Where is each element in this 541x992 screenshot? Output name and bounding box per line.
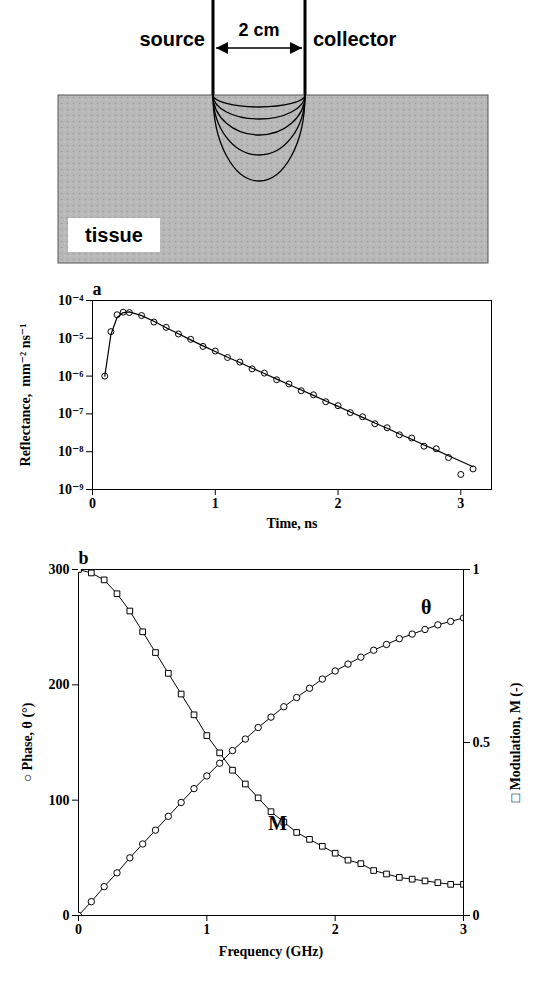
svg-text:200: 200 [49,677,70,692]
svg-text:Reflectance, mm⁻² ns⁻¹: Reflectance, mm⁻² ns⁻¹ [18,324,33,467]
svg-text:Frequency (GHz): Frequency (GHz) [219,944,324,960]
svg-text:0: 0 [89,496,96,511]
svg-text:0: 0 [75,922,82,937]
svg-text:2: 2 [335,496,342,511]
svg-text:10⁻⁴: 10⁻⁴ [58,293,84,308]
svg-text:tissue: tissue [85,224,143,246]
svg-text:3: 3 [457,496,464,511]
svg-text:10⁻⁹: 10⁻⁹ [58,482,84,497]
svg-text:θ: θ [421,596,431,618]
svg-text:1: 1 [203,922,210,937]
svg-text:2 cm: 2 cm [238,20,279,40]
svg-text:Time, ns: Time, ns [266,516,318,531]
svg-text:M: M [268,812,287,834]
svg-text:1: 1 [473,562,480,577]
svg-text:○ Phase, θ (°): ○ Phase, θ (°) [20,702,36,782]
svg-text:□ Modulation, M (-): □ Modulation, M (-) [508,682,524,802]
svg-text:100: 100 [49,793,70,808]
svg-text:0: 0 [473,908,480,923]
svg-text:10⁻⁶: 10⁻⁶ [58,369,84,384]
svg-text:0: 0 [63,908,70,923]
svg-text:b: b [79,548,89,568]
svg-text:0.5: 0.5 [473,735,491,750]
svg-text:10⁻⁵: 10⁻⁵ [58,331,84,346]
svg-text:300: 300 [49,562,70,577]
svg-text:10⁻⁷: 10⁻⁷ [58,406,84,421]
svg-text:3: 3 [460,922,467,937]
svg-text:1: 1 [212,496,219,511]
svg-text:a: a [93,279,102,299]
svg-text:collector: collector [313,28,397,50]
svg-text:10⁻⁸: 10⁻⁸ [58,444,84,459]
svg-text:source: source [139,28,205,50]
svg-text:2: 2 [332,922,339,937]
